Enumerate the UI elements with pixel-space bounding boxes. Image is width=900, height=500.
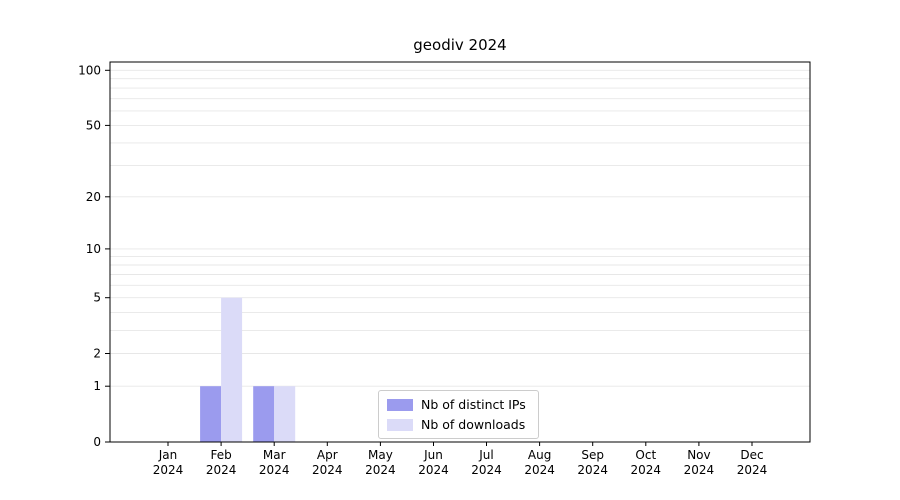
x-tick-label-month-may: May [368, 448, 393, 462]
x-tick-label-month-jan: Jan [158, 448, 178, 462]
x-tick-label-month-nov: Nov [687, 448, 710, 462]
chart-title: geodiv 2024 [413, 36, 507, 54]
bar-nb-of-downloads-mar [274, 386, 296, 442]
bar-nb-of-distinct-ips-mar [253, 386, 275, 442]
x-tick-label-month-feb: Feb [210, 448, 231, 462]
y-tick-label-50: 50 [86, 118, 101, 132]
y-tick-label-100: 100 [78, 63, 101, 77]
legend-entry-downloads: Nb of downloads [387, 417, 526, 432]
legend-swatch-0 [387, 398, 413, 411]
x-tick-label-year-may: 2024 [365, 463, 396, 477]
x-tick-label-year-dec: 2024 [737, 463, 768, 477]
x-tick-label-month-apr: Apr [317, 448, 338, 462]
x-tick-label-month-aug: Aug [528, 448, 551, 462]
y-tick-label-5: 5 [93, 291, 101, 305]
legend: Nb of distinct IPs Nb of downloads [378, 390, 539, 439]
x-tick-label-year-jan: 2024 [153, 463, 184, 477]
x-tick-label-month-dec: Dec [740, 448, 763, 462]
x-tick-label-year-apr: 2024 [312, 463, 343, 477]
x-tick-label-year-aug: 2024 [524, 463, 555, 477]
y-tick-label-1: 1 [93, 379, 101, 393]
x-tick-label-year-jun: 2024 [418, 463, 449, 477]
legend-entry-distinct-ips: Nb of distinct IPs [387, 397, 526, 412]
x-tick-label-year-oct: 2024 [631, 463, 662, 477]
y-tick-label-2: 2 [93, 347, 101, 361]
y-tick-label-10: 10 [86, 242, 101, 256]
x-tick-label-year-sep: 2024 [577, 463, 608, 477]
x-tick-label-year-feb: 2024 [206, 463, 237, 477]
x-tick-label-month-jul: Jul [478, 448, 493, 462]
bar-nb-of-downloads-feb [221, 297, 243, 442]
x-tick-label-year-jul: 2024 [471, 463, 502, 477]
y-tick-label-0: 0 [93, 435, 101, 449]
x-tick-label-year-mar: 2024 [259, 463, 290, 477]
legend-label-downloads: Nb of downloads [421, 417, 526, 432]
legend-label-distinct-ips: Nb of distinct IPs [421, 397, 526, 412]
x-tick-label-year-nov: 2024 [684, 463, 715, 477]
x-tick-label-month-jun: Jun [423, 448, 443, 462]
legend-swatch-1 [387, 418, 413, 431]
x-tick-label-month-sep: Sep [581, 448, 604, 462]
plot-border [109, 61, 811, 443]
x-tick-label-month-oct: Oct [635, 448, 656, 462]
x-tick-label-month-mar: Mar [263, 448, 286, 462]
bar-nb-of-distinct-ips-feb [200, 386, 222, 442]
y-tick-label-20: 20 [86, 190, 101, 204]
